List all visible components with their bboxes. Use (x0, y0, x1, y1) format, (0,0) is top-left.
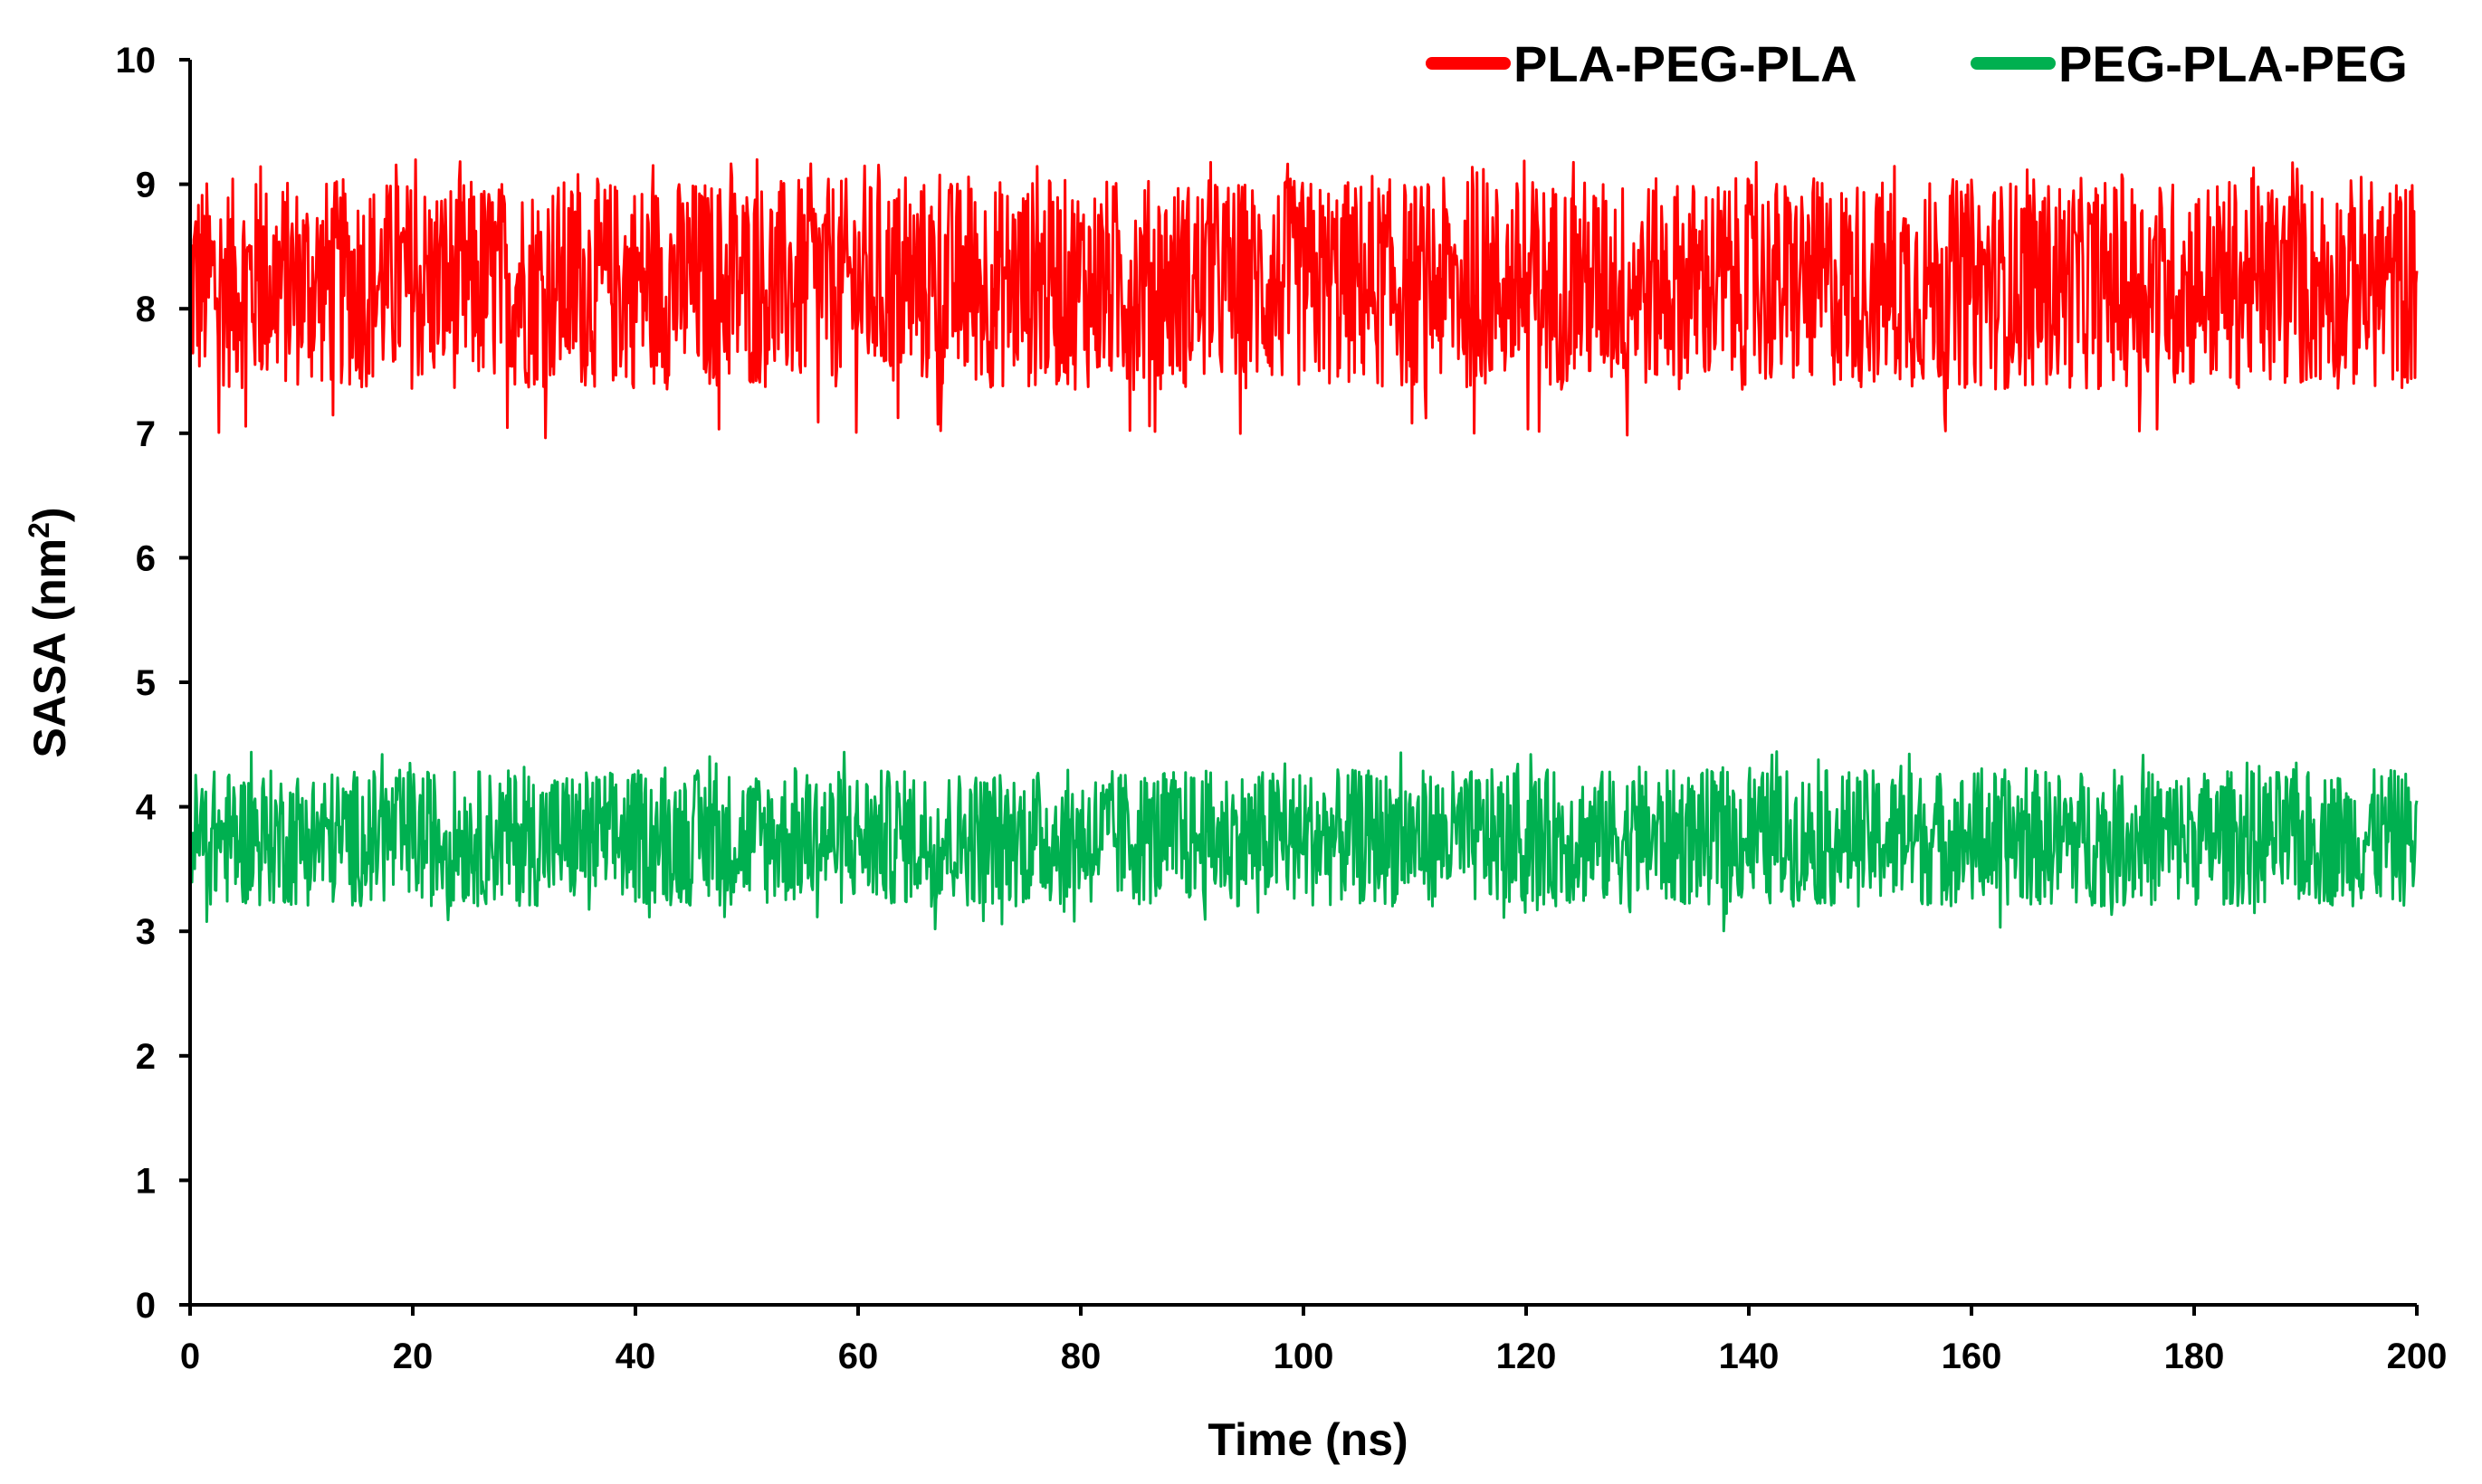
series-pla-peg-pla (188, 157, 2419, 440)
x-axis-title: Time (ns) (1208, 1414, 1408, 1465)
y-tick-label: 2 (136, 1037, 156, 1077)
y-tick-label: 10 (116, 41, 157, 81)
x-tick-label: 60 (838, 1337, 879, 1376)
x-tick-label: 20 (393, 1337, 434, 1376)
y-axis-title: SASA (nm2) (23, 507, 75, 757)
legend-label-peg-pla-peg: PEG-PLA-PEG (2058, 35, 2408, 92)
x-tick-label: 120 (1496, 1337, 1557, 1376)
x-ticks: 0 20 40 60 80 100 120 140 160 180 200 (180, 1305, 2448, 1376)
series-peg-pla-peg (188, 750, 2419, 933)
y-tick-label: 3 (136, 912, 156, 952)
x-tick-label: 100 (1274, 1337, 1334, 1376)
x-tick-label: 160 (1942, 1337, 2002, 1376)
y-tick-label: 5 (136, 663, 156, 703)
y-tick-label: 0 (136, 1286, 156, 1326)
legend-item-peg-pla-peg: PEG-PLA-PEG (1971, 35, 2408, 92)
y-tick-label: 4 (136, 788, 157, 828)
legend-label-pla-peg-pla: PLA-PEG-PLA (1513, 35, 1857, 92)
x-tick-label: 200 (2387, 1337, 2448, 1376)
y-tick-label: 8 (136, 290, 156, 329)
y-tick-label: 7 (136, 414, 156, 454)
y-ticks: 0 1 2 3 4 5 6 7 8 9 10 (116, 41, 190, 1326)
y-tick-label: 6 (136, 538, 156, 578)
x-tick-label: 80 (1061, 1337, 1102, 1376)
y-tick-label: 9 (136, 166, 156, 205)
x-tick-label: 40 (616, 1337, 656, 1376)
x-tick-label: 0 (180, 1337, 200, 1376)
y-tick-label: 1 (136, 1161, 156, 1201)
legend-item-pla-peg-pla: PLA-PEG-PLA (1426, 35, 1857, 92)
plot-area (188, 157, 2419, 933)
x-tick-label: 180 (2164, 1337, 2225, 1376)
legend: PLA-PEG-PLA PEG-PLA-PEG (1426, 35, 2408, 92)
x-tick-label: 140 (1719, 1337, 1780, 1376)
